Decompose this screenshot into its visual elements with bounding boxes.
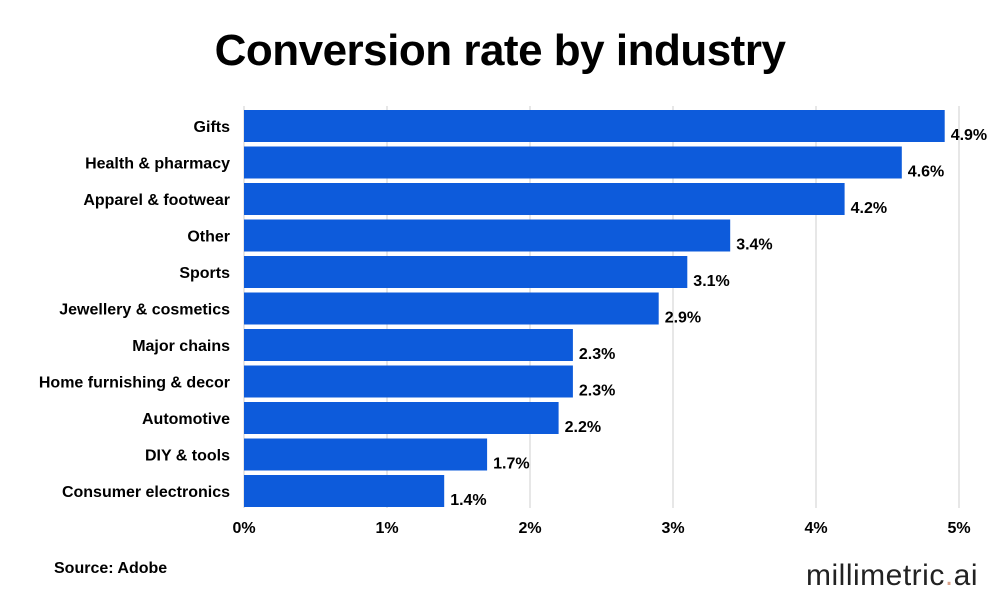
category-label: Consumer electronics: [62, 484, 230, 501]
x-tick-label: 1%: [375, 520, 398, 537]
x-tick-label: 0%: [232, 520, 255, 537]
bar: [244, 438, 488, 471]
data-label: 3.1%: [693, 273, 729, 290]
bar: [244, 329, 573, 361]
category-label: Jewellery & cosmetics: [59, 302, 230, 319]
data-label: 2.2%: [565, 419, 601, 436]
category-label: DIY & tools: [145, 448, 230, 465]
x-tick-label: 5%: [947, 520, 970, 537]
bar: [244, 475, 445, 507]
chart-title: Conversion rate by industry: [214, 26, 786, 75]
category-label: Apparel & footwear: [83, 192, 230, 209]
x-tick-label: 3%: [661, 520, 684, 537]
bar: [244, 256, 688, 288]
category-label: Automotive: [142, 411, 230, 428]
bar: [244, 365, 573, 398]
data-label: 3.4%: [736, 237, 772, 254]
bar: [244, 402, 559, 434]
millimetric-logo: millimetric.ai: [806, 559, 978, 593]
data-label: 1.7%: [493, 456, 529, 473]
x-tick-label: 2%: [518, 520, 541, 537]
data-label: 4.9%: [951, 127, 987, 144]
bar: [244, 110, 945, 142]
logo-suffix: ai: [953, 559, 979, 592]
data-label: 4.2%: [851, 200, 887, 217]
data-label: 4.6%: [908, 164, 944, 181]
bar: [244, 146, 902, 179]
bar: [244, 292, 659, 325]
data-label: 2.9%: [665, 310, 701, 327]
data-label: 2.3%: [579, 346, 615, 363]
category-label: Gifts: [194, 119, 231, 136]
logo-text: millimetric: [806, 559, 945, 592]
source-note: Source: Adobe: [54, 560, 168, 577]
category-label: Health & pharmacy: [85, 156, 230, 173]
category-label: Sports: [179, 265, 230, 282]
bar: [244, 219, 731, 252]
bar: [244, 183, 845, 215]
data-label: 1.4%: [450, 492, 486, 509]
category-label: Major chains: [132, 338, 230, 355]
category-label: Other: [187, 229, 230, 246]
x-tick-label: 4%: [804, 520, 827, 537]
category-label: Home furnishing & decor: [39, 375, 230, 392]
data-label: 2.3%: [579, 383, 615, 400]
logo-dot: .: [944, 559, 954, 592]
